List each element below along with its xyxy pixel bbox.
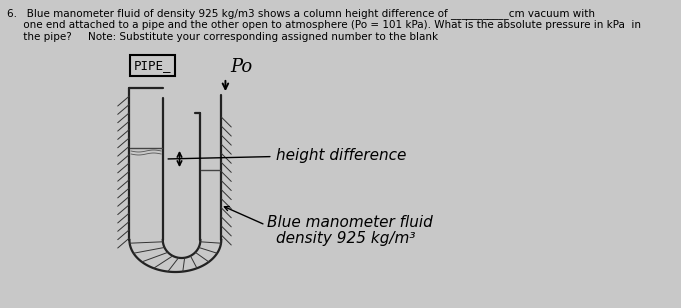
- Text: Po: Po: [230, 58, 253, 76]
- Text: the pipe?     Note: Substitute your corresponding assigned number to the blank: the pipe? Note: Substitute your correspo…: [7, 32, 438, 42]
- Text: Blue manometer fluid: Blue manometer fluid: [267, 215, 433, 230]
- Text: 6.   Blue manometer fluid of density 925 kg/m3 shows a column height difference : 6. Blue manometer fluid of density 925 k…: [7, 8, 595, 19]
- Text: height difference: height difference: [168, 148, 406, 163]
- Text: PIPE_: PIPE_: [133, 59, 171, 72]
- Text: density 925 kg/m³: density 925 kg/m³: [276, 231, 415, 246]
- Text: one end attached to a pipe and the other open to atmosphere (Po = 101 kPa). What: one end attached to a pipe and the other…: [7, 20, 641, 30]
